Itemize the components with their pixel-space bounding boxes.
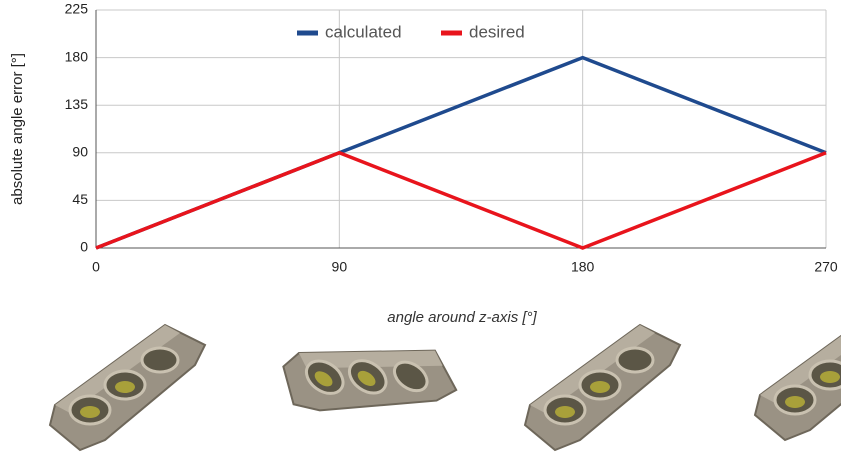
y-tick-label: 90 xyxy=(72,144,88,160)
object-photo xyxy=(753,313,841,442)
object-photo xyxy=(48,323,207,452)
x-tick-label: 180 xyxy=(571,259,595,275)
y-tick-label: 225 xyxy=(65,1,89,17)
legend-label: desired xyxy=(469,22,525,41)
x-tick-label: 90 xyxy=(332,259,348,275)
legend-label: calculated xyxy=(325,22,402,41)
x-tick-label: 0 xyxy=(92,259,100,275)
y-tick-label: 135 xyxy=(65,96,89,112)
x-axis-title: angle around z-axis [°] xyxy=(387,309,537,326)
y-tick-label: 0 xyxy=(80,239,88,255)
x-tick-label: 270 xyxy=(814,259,838,275)
series-line xyxy=(95,150,827,250)
object-photo xyxy=(523,323,682,452)
y-tick-label: 45 xyxy=(72,191,88,207)
y-tick-label: 180 xyxy=(65,48,89,64)
y-axis-title: absolute angle error [°] xyxy=(9,53,26,205)
